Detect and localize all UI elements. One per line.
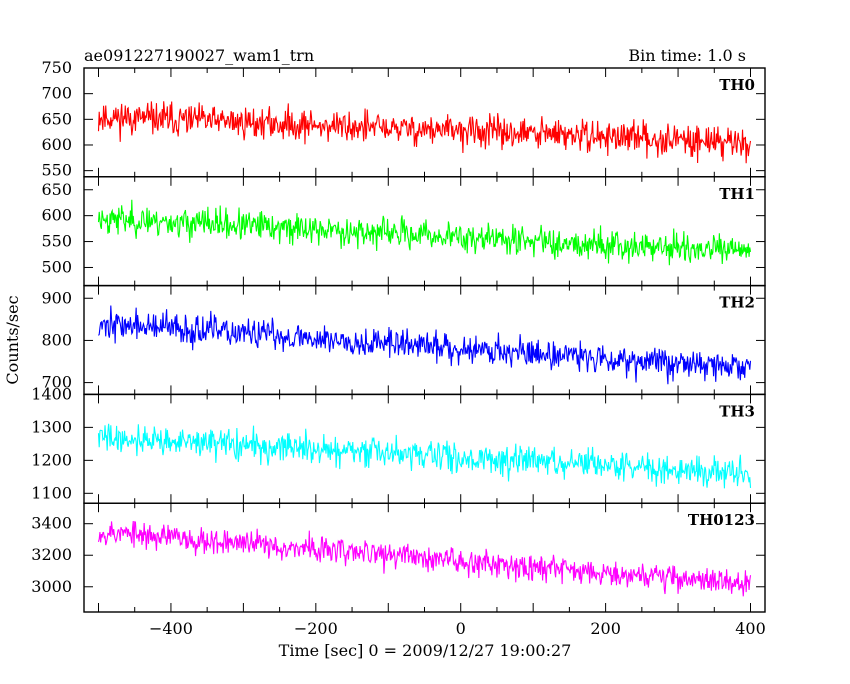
y-tick-label-th0: 550 <box>41 161 72 180</box>
x-tick-label: −200 <box>294 619 338 638</box>
y-tick-label-th3: 1300 <box>31 417 72 436</box>
series-line-th1 <box>97 199 752 266</box>
y-tick-label-th3: 1200 <box>31 450 72 469</box>
panel-label-th2: TH2 <box>719 294 755 312</box>
panel-label-th0: TH0 <box>719 76 755 94</box>
x-tick-label: 200 <box>590 619 621 638</box>
panel-frame-th3 <box>83 393 766 504</box>
y-tick-label-th0: 750 <box>41 58 72 77</box>
x-axis-label: Time [sec] 0 = 2009/12/27 19:00:27 <box>279 641 572 660</box>
x-tick-label: 0 <box>456 619 466 638</box>
y-tick-label-th0: 700 <box>41 84 72 103</box>
x-tick-label: −400 <box>149 619 193 638</box>
y-tick-label-th1: 550 <box>41 232 72 251</box>
y-tick-label-th0: 650 <box>41 109 72 128</box>
y-tick-label-th2: 900 <box>41 288 72 307</box>
y-tick-label-th2: 700 <box>41 373 72 392</box>
y-tick-label-th1: 500 <box>41 257 72 276</box>
y-tick-label-th3: 1100 <box>31 483 72 502</box>
y-tick-label-th0: 600 <box>41 135 72 154</box>
bin-time-label: Bin time: 1.0 s <box>628 46 746 65</box>
panel-label-th0123: TH0123 <box>688 511 755 529</box>
panel-frame-th0123 <box>83 502 766 613</box>
panels-group: 550 600 650 700 750 TH0 500 550 600 650 TH1 700 800 9… <box>31 58 766 638</box>
y-tick-label-th0123: 3000 <box>31 577 72 596</box>
series-line-th0123 <box>97 520 752 597</box>
y-axis-label: Counts/sec <box>3 295 22 384</box>
panel-label-th1: TH1 <box>719 185 755 203</box>
x-tick-label: 400 <box>735 619 766 638</box>
series-line-th2 <box>98 305 752 385</box>
y-tick-label-th1: 650 <box>41 180 72 199</box>
series-line-th0 <box>97 101 752 164</box>
y-tick-label-th0123: 3200 <box>31 545 72 564</box>
series-line-th3 <box>97 423 752 489</box>
y-tick-label-th2: 800 <box>41 330 72 349</box>
y-tick-label-th0123: 3400 <box>31 514 72 533</box>
chart-title: ae091227190027_wam1_trn <box>84 46 314 65</box>
panel-label-th3: TH3 <box>719 402 755 420</box>
y-tick-label-th1: 600 <box>41 206 72 225</box>
y-tick-label-th3: 1400 <box>31 384 72 403</box>
